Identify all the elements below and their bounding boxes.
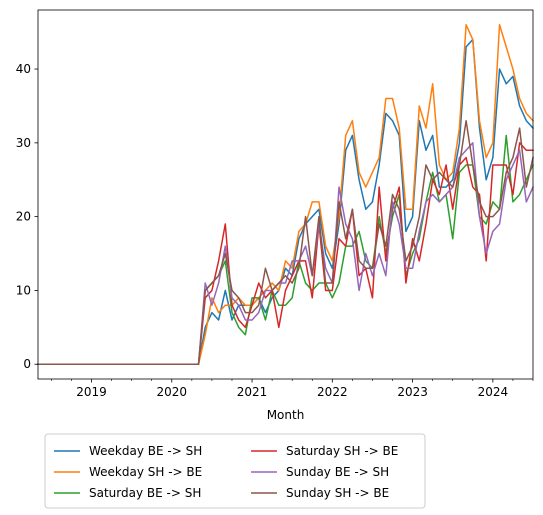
- x-tick-label: 2022: [317, 385, 348, 399]
- x-tick-label: 2019: [76, 385, 107, 399]
- x-axis: 2019 2020 2021 2022 2023 2024: [51, 379, 534, 399]
- y-tick-label: 30: [16, 136, 31, 150]
- x-tick-label: 2020: [157, 385, 188, 399]
- series-line-6: [37, 119, 534, 365]
- y-tick-label: 40: [16, 62, 31, 76]
- series-line-2: [37, 24, 535, 365]
- legend-entry-label: Saturday BE -> SH: [89, 486, 201, 500]
- x-axis-label: Month: [267, 408, 305, 422]
- y-tick-label: 20: [16, 210, 31, 224]
- x-tick-label: 2024: [478, 385, 509, 399]
- legend: Weekday BE -> SH Weekday SH -> BE Saturday…: [44, 433, 426, 509]
- legend-entry-label: Saturday SH -> BE: [286, 444, 398, 458]
- y-tick-label: 10: [16, 283, 31, 297]
- y-axis: 0 10 20 30 40: [16, 62, 38, 371]
- x-tick-label: 2021: [237, 385, 268, 399]
- legend-box: [44, 433, 426, 509]
- series-line-4: [37, 142, 534, 365]
- legend-entry-label: Sunday BE -> SH: [286, 465, 389, 479]
- x-tick-label: 2023: [397, 385, 428, 399]
- series-layer: [37, 24, 535, 365]
- plot-area-frame: [37, 9, 534, 380]
- series-line-5: [37, 142, 534, 365]
- legend-entry-label: Weekday BE -> SH: [89, 444, 202, 458]
- legend-entry-label: Sunday SH -> BE: [286, 486, 389, 500]
- legend-entry-label: Weekday SH -> BE: [89, 465, 202, 479]
- y-tick-label: 0: [23, 357, 31, 371]
